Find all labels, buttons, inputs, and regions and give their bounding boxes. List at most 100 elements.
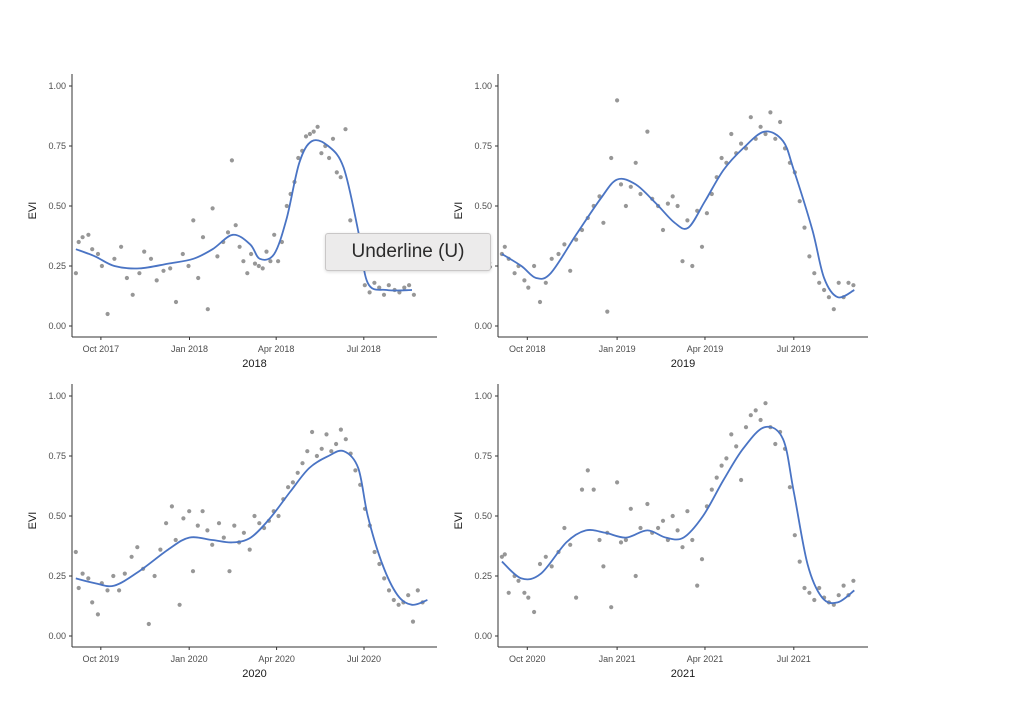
- data-point: [768, 110, 773, 115]
- data-point: [76, 585, 81, 591]
- data-point: [502, 552, 507, 557]
- data-point: [225, 230, 231, 235]
- underline-tooltip: Underline (U): [325, 233, 491, 271]
- data-point: [295, 470, 300, 475]
- y-tick-label: 1.00: [474, 391, 492, 401]
- data-point: [526, 595, 531, 600]
- data-point: [86, 232, 91, 237]
- data-point: [391, 597, 396, 603]
- data-point: [556, 251, 561, 257]
- data-point: [257, 521, 262, 526]
- x-tick-label: Jan 2019: [599, 344, 636, 354]
- data-point: [623, 203, 629, 209]
- data-point: [714, 475, 719, 480]
- data-point: [532, 263, 537, 269]
- data-point: [264, 249, 269, 254]
- data-point: [615, 480, 620, 485]
- data-point: [826, 295, 832, 300]
- data-point: [99, 263, 104, 269]
- data-point: [851, 283, 856, 288]
- x-axis-title: 2021: [671, 668, 695, 680]
- data-point: [245, 271, 250, 276]
- x-tick-label: Oct 2019: [83, 654, 120, 664]
- data-point: [276, 259, 281, 264]
- data-point: [807, 254, 812, 259]
- x-tick-label: Jul 2018: [347, 344, 381, 354]
- data-point: [348, 218, 353, 223]
- data-point: [119, 244, 124, 249]
- data-point: [690, 537, 695, 543]
- data-point: [597, 537, 602, 543]
- data-point: [812, 271, 817, 276]
- data-point: [173, 299, 179, 305]
- data-point: [233, 223, 238, 228]
- data-point: [210, 542, 215, 547]
- data-point: [758, 417, 763, 423]
- data-point: [241, 259, 246, 264]
- data-point: [343, 127, 348, 132]
- data-point: [817, 280, 822, 285]
- data-point: [585, 468, 590, 473]
- data-point: [665, 201, 671, 206]
- data-point: [229, 158, 234, 163]
- data-point: [591, 487, 596, 492]
- data-point: [386, 283, 391, 288]
- data-point: [645, 501, 650, 507]
- data-point: [411, 292, 416, 297]
- x-tick-label: Oct 2020: [509, 654, 546, 664]
- data-point: [105, 311, 110, 317]
- data-point: [675, 528, 680, 533]
- data-point: [168, 266, 173, 271]
- data-point: [367, 290, 372, 295]
- data-point: [562, 525, 567, 531]
- y-tick-label: 1.00: [48, 391, 66, 401]
- data-point: [743, 425, 749, 430]
- y-tick-label: 0.00: [474, 321, 492, 331]
- data-point: [215, 254, 220, 259]
- data-point: [633, 160, 638, 165]
- data-point: [406, 593, 411, 598]
- x-tick-label: Apr 2019: [687, 344, 724, 354]
- data-point: [247, 547, 252, 552]
- y-tick-label: 0.25: [48, 261, 66, 271]
- y-tick-label: 0.00: [48, 631, 66, 641]
- data-point: [802, 225, 807, 230]
- data-point: [638, 525, 643, 531]
- data-point: [574, 237, 579, 242]
- data-point: [200, 235, 206, 240]
- data-point: [129, 554, 134, 559]
- data-point: [181, 516, 186, 521]
- data-point: [187, 509, 192, 514]
- data-point: [80, 235, 85, 240]
- data-point: [660, 518, 666, 523]
- data-point: [502, 244, 507, 249]
- data-point: [846, 280, 851, 285]
- data-point: [719, 155, 724, 161]
- x-tick-label: Jan 2021: [599, 654, 636, 664]
- data-point: [195, 523, 200, 528]
- data-point: [180, 251, 185, 257]
- data-point: [748, 115, 753, 120]
- data-point: [227, 569, 232, 574]
- data-point: [190, 569, 196, 574]
- data-point: [142, 249, 147, 254]
- y-axis-title: EVI: [453, 512, 465, 530]
- data-point: [638, 191, 643, 197]
- data-point: [205, 528, 210, 533]
- x-tick-label: Jul 2020: [347, 654, 381, 664]
- data-point: [154, 278, 159, 283]
- data-point: [95, 612, 100, 617]
- data-point: [729, 432, 734, 437]
- data-point: [381, 292, 387, 297]
- data-point: [562, 242, 567, 247]
- data-point: [315, 124, 320, 129]
- data-point: [216, 521, 222, 526]
- data-point: [709, 487, 714, 492]
- data-point: [268, 259, 273, 264]
- data-point: [73, 549, 78, 555]
- data-point: [704, 211, 710, 216]
- data-point: [734, 444, 739, 449]
- data-point: [729, 131, 734, 137]
- data-point: [191, 218, 196, 223]
